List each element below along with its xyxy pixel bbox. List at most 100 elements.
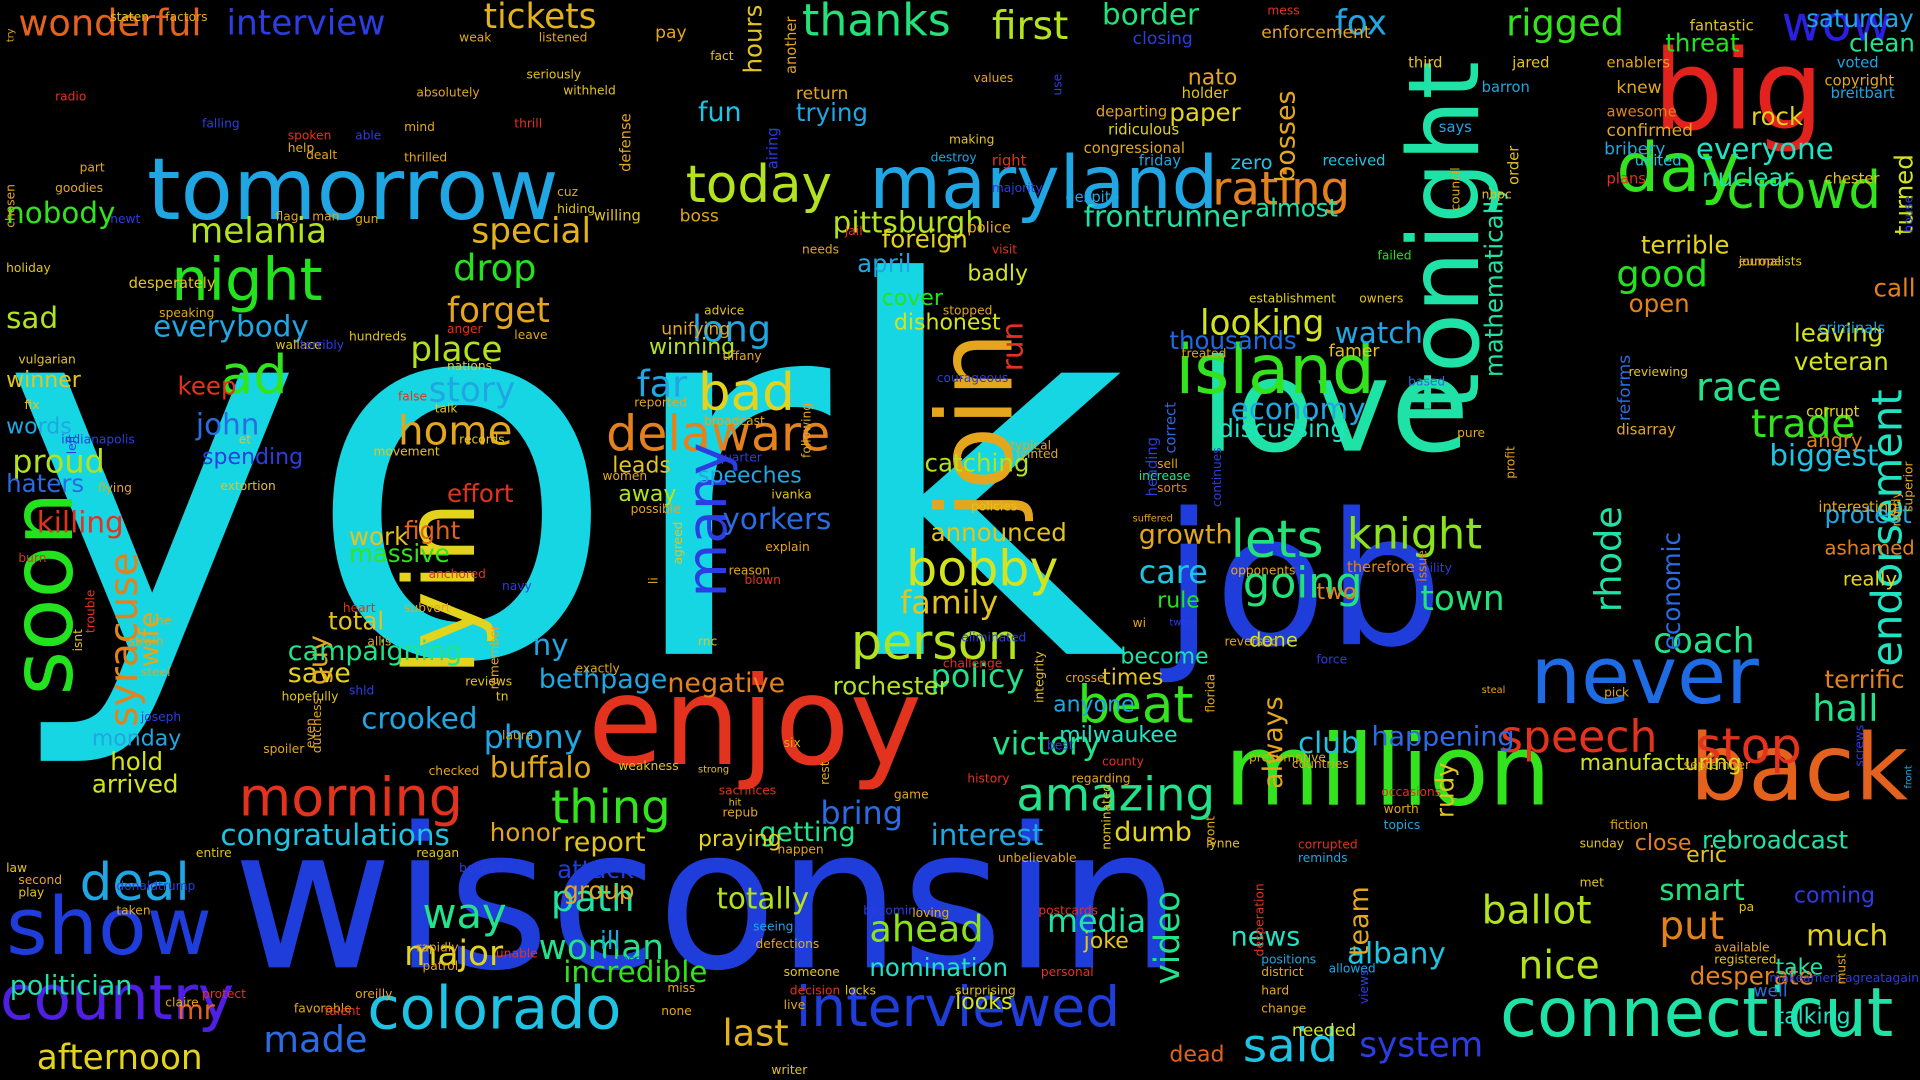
word: challenge bbox=[942, 657, 1003, 672]
word: records bbox=[459, 433, 505, 447]
word: fun bbox=[697, 97, 742, 129]
word: seriously bbox=[526, 68, 582, 83]
word: believe bbox=[459, 862, 504, 876]
word: save bbox=[287, 658, 351, 690]
word: available bbox=[1714, 941, 1770, 956]
word: town bbox=[1420, 577, 1505, 619]
word: group bbox=[563, 875, 635, 905]
word: trouble bbox=[84, 589, 98, 634]
word: game bbox=[893, 788, 929, 803]
word: rigged bbox=[1506, 2, 1625, 46]
word: close bbox=[1634, 830, 1692, 856]
word: even bbox=[304, 718, 319, 749]
word: winning bbox=[648, 334, 736, 361]
word: seeing bbox=[753, 920, 794, 935]
word: nobody bbox=[6, 195, 116, 231]
word: views bbox=[1357, 969, 1372, 1005]
word: hard bbox=[1261, 984, 1290, 998]
word: desperately bbox=[128, 274, 216, 292]
word: tiffany bbox=[722, 350, 762, 364]
word: agreed bbox=[672, 521, 686, 565]
word: race bbox=[1695, 363, 1782, 411]
word: famer bbox=[1328, 341, 1380, 362]
word: europe bbox=[1738, 255, 1782, 270]
word: typical bbox=[1010, 439, 1052, 454]
word: nominated bbox=[1100, 783, 1115, 850]
word: corrupted bbox=[1297, 838, 1358, 853]
word: fact bbox=[710, 50, 734, 64]
word: therefore bbox=[1346, 558, 1415, 576]
word: protect bbox=[202, 988, 246, 1002]
word: continues bbox=[1211, 447, 1225, 507]
word: haters bbox=[6, 468, 85, 499]
word: registered bbox=[1714, 953, 1777, 968]
word: maryland bbox=[869, 140, 1219, 227]
word: work bbox=[348, 521, 409, 552]
word: eliminated bbox=[961, 631, 1027, 646]
word: false bbox=[397, 390, 428, 405]
word: island bbox=[1175, 330, 1375, 409]
word: trade bbox=[1751, 400, 1856, 447]
word: attack bbox=[557, 854, 635, 885]
word: repub bbox=[722, 806, 759, 821]
word: et bbox=[238, 433, 252, 447]
word: cuz bbox=[557, 186, 579, 200]
word: sell bbox=[1157, 457, 1178, 472]
word: night bbox=[171, 246, 323, 315]
word: flying bbox=[97, 482, 132, 496]
word: blown bbox=[744, 574, 781, 588]
word: subvert bbox=[404, 602, 451, 616]
word: policy bbox=[930, 658, 1025, 696]
word: positions bbox=[1261, 953, 1317, 968]
word: going bbox=[1242, 559, 1363, 609]
word: majority bbox=[991, 182, 1043, 196]
word: yorkers bbox=[722, 502, 832, 537]
word: able bbox=[355, 129, 382, 144]
word: drop bbox=[453, 247, 537, 291]
word: september bbox=[1683, 759, 1750, 773]
word: melania bbox=[189, 210, 328, 252]
word: reminds bbox=[1297, 852, 1348, 866]
word: saturday bbox=[1806, 3, 1914, 34]
word: donaldtrump bbox=[116, 880, 196, 894]
word: show bbox=[6, 881, 212, 974]
word: copyright bbox=[1824, 72, 1895, 90]
word: far bbox=[636, 363, 688, 407]
word: movement bbox=[373, 445, 440, 460]
word: dealt bbox=[306, 149, 338, 163]
word: personal bbox=[1040, 966, 1094, 980]
word: bring bbox=[820, 795, 903, 833]
word: run bbox=[995, 321, 1030, 372]
word: change bbox=[1261, 1002, 1307, 1017]
word: second bbox=[18, 874, 63, 888]
word: play bbox=[18, 886, 45, 901]
word: joke bbox=[1083, 928, 1129, 954]
word: watch bbox=[1334, 315, 1424, 351]
word: ny bbox=[532, 628, 569, 663]
word: tomorrow bbox=[146, 139, 559, 241]
word: words bbox=[6, 413, 72, 440]
word: clean bbox=[1848, 28, 1915, 58]
word: steal bbox=[1481, 684, 1506, 696]
word: system bbox=[1359, 1024, 1484, 1066]
word: interest bbox=[930, 817, 1044, 853]
word: needed bbox=[1291, 1021, 1357, 1041]
word: pick bbox=[1604, 686, 1630, 701]
word: ability bbox=[1414, 562, 1452, 576]
word: jail bbox=[844, 225, 863, 239]
word: bethpage bbox=[538, 664, 668, 696]
word: economy bbox=[1230, 391, 1366, 427]
word: factors bbox=[165, 11, 208, 25]
word: forget bbox=[446, 290, 550, 331]
word: criminals bbox=[1818, 319, 1886, 337]
word: treated bbox=[1181, 347, 1227, 362]
word: stopped bbox=[942, 304, 993, 319]
word: owners bbox=[1359, 292, 1404, 307]
word: unbelievable bbox=[997, 852, 1077, 866]
word: interview bbox=[226, 2, 386, 43]
word: two bbox=[1316, 579, 1357, 605]
word: favorable bbox=[293, 1002, 352, 1017]
word: allowed bbox=[1328, 962, 1376, 976]
word: first bbox=[991, 2, 1069, 49]
word: said bbox=[1242, 1018, 1339, 1073]
